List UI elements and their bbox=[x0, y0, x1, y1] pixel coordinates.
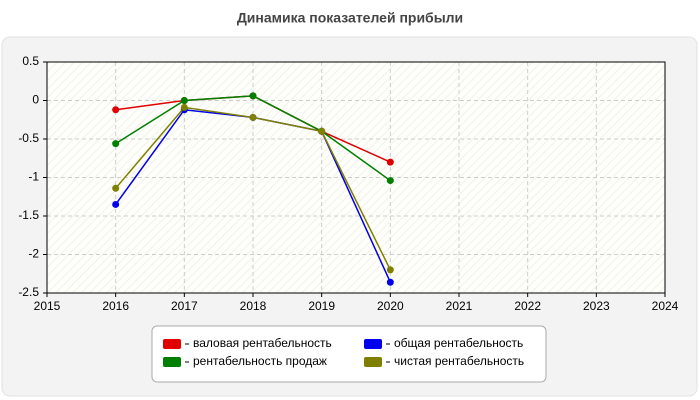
legend-label: рентабельность продаж bbox=[193, 354, 327, 368]
x-tick-label: 2019 bbox=[308, 299, 335, 313]
x-tick-label: 2021 bbox=[446, 299, 473, 313]
legend-swatch bbox=[163, 357, 181, 367]
legend-box bbox=[151, 325, 547, 383]
data-point bbox=[386, 266, 394, 274]
x-tick-label: 2020 bbox=[377, 299, 404, 313]
data-point bbox=[249, 92, 257, 100]
data-point bbox=[112, 184, 120, 192]
data-point bbox=[249, 113, 257, 121]
y-tick-label: -2 bbox=[28, 247, 39, 261]
y-tick-label: 0 bbox=[32, 93, 39, 107]
x-tick-label: 2022 bbox=[514, 299, 541, 313]
y-tick-label: 0.5 bbox=[22, 54, 39, 68]
legend-swatch bbox=[163, 339, 181, 349]
legend-label: общая рентабельность bbox=[394, 336, 523, 350]
y-tick-label: -0.5 bbox=[18, 131, 39, 145]
data-point bbox=[112, 140, 120, 148]
data-point bbox=[386, 177, 394, 185]
data-point bbox=[112, 106, 120, 114]
data-point bbox=[112, 200, 120, 208]
data-point bbox=[386, 158, 394, 166]
y-tick-label: -1.5 bbox=[18, 208, 39, 222]
legend-label: чистая рентабельность bbox=[394, 354, 524, 368]
x-tick-label: 2024 bbox=[652, 299, 679, 313]
x-tick-label: 2023 bbox=[583, 299, 610, 313]
y-tick-label: -1 bbox=[28, 170, 39, 184]
data-point bbox=[318, 127, 326, 135]
x-tick-label: 2016 bbox=[102, 299, 129, 313]
data-point bbox=[180, 97, 188, 104]
x-tick-label: 2017 bbox=[171, 299, 198, 313]
legend-label: валовая рентабельность bbox=[193, 336, 332, 350]
x-tick-label: 2015 bbox=[34, 299, 61, 313]
legend-swatch bbox=[364, 339, 382, 349]
y-tick-label: -2.5 bbox=[18, 285, 39, 299]
legend-swatch bbox=[364, 357, 382, 367]
x-tick-label: 2018 bbox=[240, 299, 267, 313]
data-point bbox=[386, 278, 394, 286]
chart-title: Динамика показателей прибыли bbox=[237, 10, 463, 26]
data-point bbox=[180, 103, 188, 111]
